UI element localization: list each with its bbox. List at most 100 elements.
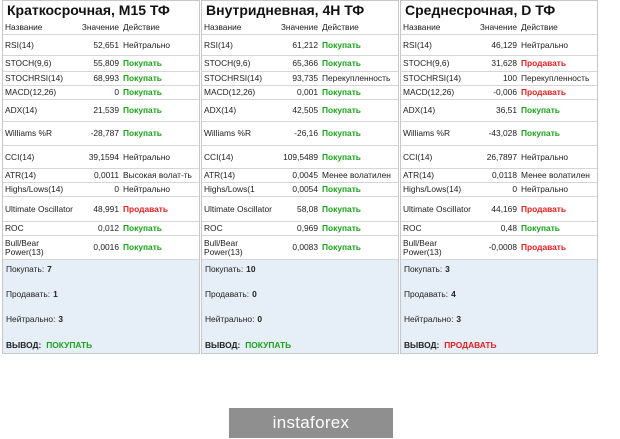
indicator-value: 26,7897: [475, 145, 519, 169]
indicator-name: STOCHRSI(14): [3, 71, 77, 86]
indicator-action: Покупать: [320, 235, 398, 260]
conclusion-label: ВЫВОД:: [205, 340, 241, 350]
table-row: ROC 0,48 Покупать: [401, 221, 597, 236]
indicator-name: ADX(14): [3, 99, 77, 122]
table-row: Bull/Bear Power(13) 0,0016 Покупать: [3, 235, 199, 260]
panel-title: Среднесрочная, D ТФ: [405, 2, 556, 18]
summary-buy-label: Покупать:: [6, 264, 45, 274]
summary-neutral: Нейтрально: 3: [404, 314, 461, 324]
col-header-action: Действие: [320, 20, 398, 35]
table-row: ROC 0,969 Покупать: [202, 221, 398, 236]
panel-2: Внутридневная, 4H ТФ Название Значение Дейс…: [201, 0, 399, 354]
instaforex-logo: instaforex: [229, 408, 393, 438]
summary-sell-label: Продавать:: [205, 289, 250, 299]
summary-neutral-count: 3: [456, 314, 462, 324]
summary-conclusion: ВЫВОД: ПОКУПАТЬ: [6, 340, 92, 350]
panel-1: Краткосрочная, M15 ТФ Название Значение Дей…: [2, 0, 200, 354]
indicator-panels: Краткосрочная, M15 ТФ Название Значение Дей…: [2, 0, 598, 354]
indicator-name: Ultimate Oscillator: [3, 196, 77, 222]
indicator-action: Покупать: [519, 99, 597, 122]
summary-neutral-label: Нейтрально:: [205, 314, 255, 324]
indicator-action: Покупать: [320, 85, 398, 100]
col-header-action: Действие: [121, 20, 199, 35]
indicator-action: Покупать: [121, 55, 199, 72]
summary-sell-label: Продавать:: [404, 289, 449, 299]
indicator-action: Покупать: [121, 121, 199, 146]
indicator-name: RSI(14): [202, 34, 276, 56]
indicator-action: Покупать: [320, 121, 398, 146]
summary-buy: Покупать: 3: [404, 264, 450, 274]
summary-buy: Покупать: 7: [6, 264, 52, 274]
table-row: Highs/Lows(14) 0 Нейтрально: [3, 182, 199, 197]
indicator-value: 0: [77, 85, 121, 100]
indicator-action: Покупать: [320, 196, 398, 222]
indicator-action: Перекупленность: [320, 71, 398, 86]
indicator-name: Highs/Lows(14): [3, 182, 77, 197]
table-row: STOCH(9,6) 31,628 Продавать: [401, 55, 597, 72]
col-header-name: Название: [3, 20, 77, 35]
indicator-action: Нейтрально: [121, 182, 199, 197]
conclusion-value: ПРОДАВАТЬ: [444, 340, 497, 350]
indicator-name: ADX(14): [401, 99, 475, 122]
indicator-table: Название Значение Действие RSI(14) 52,651 Ней…: [3, 20, 199, 260]
table-row: Ultimate Oscillator 58,08 Покупать: [202, 196, 398, 222]
table-row: CCI(14) 26,7897 Нейтрально: [401, 145, 597, 169]
indicator-value: 61,212: [276, 34, 320, 56]
summary-buy: Покупать: 10: [205, 264, 256, 274]
table-row: Bull/Bear Power(13) -0,0008 Продавать: [401, 235, 597, 260]
summary-neutral-label: Нейтрально:: [404, 314, 454, 324]
table-row: ADX(14) 36,51 Покупать: [401, 99, 597, 122]
indicator-name: MACD(12,26): [401, 85, 475, 100]
table-row: STOCHRSI(14) 68,993 Покупать: [3, 71, 199, 86]
col-header-name: Название: [401, 20, 475, 35]
summary-sell-label: Продавать:: [6, 289, 51, 299]
summary-neutral: Нейтрально: 3: [6, 314, 63, 324]
indicator-value: 31,628: [475, 55, 519, 72]
indicator-name: CCI(14): [3, 145, 77, 169]
indicator-value: 0,0011: [77, 168, 121, 183]
indicator-name: CCI(14): [202, 145, 276, 169]
summary-buy-count: 3: [445, 264, 450, 274]
table-row: MACD(12,26) -0,006 Продавать: [401, 85, 597, 100]
panel-title: Краткосрочная, M15 ТФ: [7, 2, 170, 18]
indicator-action: Покупать: [320, 145, 398, 169]
indicator-name: MACD(12,26): [3, 85, 77, 100]
summary-conclusion: ВЫВОД: ПРОДАВАТЬ: [404, 340, 497, 350]
table-row: STOCH(9,6) 55,809 Покупать: [3, 55, 199, 72]
indicator-value: 0,0118: [475, 168, 519, 183]
indicator-value: 42,505: [276, 99, 320, 122]
indicator-name: ADX(14): [202, 99, 276, 122]
table-row: Ultimate Oscillator 44,169 Продавать: [401, 196, 597, 222]
indicator-value: 100: [475, 71, 519, 86]
col-header-name: Название: [202, 20, 276, 35]
summary-sell: Продавать: 0: [205, 289, 257, 299]
indicator-name: Bull/Bear Power(13): [401, 235, 475, 260]
indicator-name: STOCH(9,6): [202, 55, 276, 72]
indicator-action: Продавать: [519, 55, 597, 72]
indicator-action: Нейтрально: [519, 182, 597, 197]
indicator-value: 58,08: [276, 196, 320, 222]
indicator-action: Покупать: [320, 99, 398, 122]
indicator-value: -43,028: [475, 121, 519, 146]
table-row: ATR(14) 0,0045 Менее волатилен: [202, 168, 398, 183]
summary-block: Покупать: 3 Продавать: 4 Нейтрально: 3 ВЫВОД: П…: [401, 260, 597, 353]
indicator-name: ATR(14): [401, 168, 475, 183]
indicator-name: Ultimate Oscillator: [202, 196, 276, 222]
indicator-action: Высокая волат-ть: [121, 168, 199, 183]
indicator-action: Покупать: [320, 34, 398, 56]
indicator-action: Менее волатилен: [519, 168, 597, 183]
indicator-value: 0,0045: [276, 168, 320, 183]
indicator-name: ROC: [3, 221, 77, 236]
indicator-name: ROC: [202, 221, 276, 236]
indicator-name: MACD(12,26): [202, 85, 276, 100]
indicator-value: 0,012: [77, 221, 121, 236]
indicator-action: Продавать: [519, 196, 597, 222]
indicator-table: Название Значение Действие RSI(14) 46,129 Ней…: [401, 20, 597, 260]
summary-buy-count: 10: [246, 264, 256, 274]
table-row: STOCHRSI(14) 100 Перекупленность: [401, 71, 597, 86]
summary-neutral: Нейтрально: 0: [205, 314, 262, 324]
table-row: RSI(14) 52,651 Нейтрально: [3, 34, 199, 56]
indicator-action: Нейтрально: [519, 145, 597, 169]
summary-neutral-label: Нейтрально:: [6, 314, 56, 324]
indicator-action: Покупать: [121, 85, 199, 100]
